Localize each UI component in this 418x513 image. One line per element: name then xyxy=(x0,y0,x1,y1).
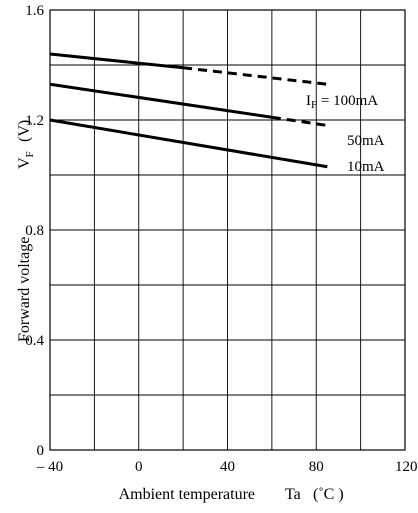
y-axis-symbol-main: V xyxy=(16,157,33,169)
y-axis-symbol: VF xyxy=(16,151,36,169)
series-line-dashed xyxy=(271,115,328,127)
y-tick-labels: 0 0.4 0.8 1.2 1.6 xyxy=(25,3,44,459)
x-tick-label: 0 xyxy=(135,459,143,475)
x-tick-label: – 40 xyxy=(36,459,63,475)
series-line-dashed xyxy=(182,66,328,86)
series-label-100ma: IF = 100mA xyxy=(306,93,378,111)
y-axis-label: Forward voltage xyxy=(16,237,33,342)
plot-frame xyxy=(49,9,406,451)
grid xyxy=(50,10,405,450)
series-label-50ma: 50mA xyxy=(347,133,385,149)
x-tick-labels: – 40 0 40 80 120 xyxy=(36,459,418,475)
x-axis-unit: (˚C ) xyxy=(313,486,344,503)
series-line-solid xyxy=(49,52,184,70)
series-labels: IF = 100mA 50mA 10mA xyxy=(306,93,385,175)
y-tick-label: 0.8 xyxy=(25,223,44,239)
x-tick-label: 80 xyxy=(309,459,324,475)
x-tick-label: 40 xyxy=(220,459,235,475)
x-tick-label: 120 xyxy=(395,459,418,475)
y-axis-title: Forward voltage VF (V) xyxy=(16,120,36,342)
x-axis-symbol: Ta xyxy=(285,486,301,503)
series-label-100ma-sub: F xyxy=(311,99,317,111)
y-axis-unit: (V) xyxy=(16,120,33,142)
y-tick-label: 0 xyxy=(37,443,45,459)
y-tick-label: 1.2 xyxy=(25,113,44,129)
x-axis-label: Ambient temperature xyxy=(119,486,255,503)
series-line-solid xyxy=(49,118,328,169)
series-label-100ma-suffix: = 100mA xyxy=(317,93,378,109)
series-line-solid xyxy=(49,82,273,119)
series-label-100ma-i: I xyxy=(306,93,311,109)
y-tick-label: 0.4 xyxy=(25,333,44,349)
series-group xyxy=(49,52,328,169)
y-tick-label: 1.6 xyxy=(25,3,44,19)
series-label-10ma: 10mA xyxy=(347,159,385,175)
y-axis-symbol-sub: F xyxy=(24,151,36,157)
